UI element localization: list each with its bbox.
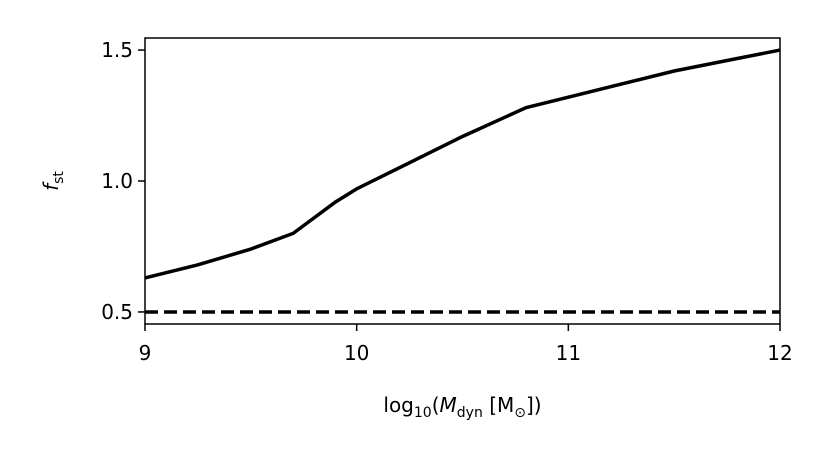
line-series <box>144 48 781 280</box>
y-tick-label: 0.5 <box>101 300 133 324</box>
y-axis-label: fst <box>39 171 67 191</box>
plot-frame <box>144 37 781 325</box>
x-axis-label: log10(Mdyn [M⊙]) <box>383 393 541 421</box>
x-axis-label-part: [M <box>483 393 514 417</box>
x-tick-label: 9 <box>139 341 152 365</box>
y-axis-label-part: st <box>51 171 67 184</box>
x-axis-label-part: M <box>440 393 457 417</box>
x-tick-label: 10 <box>344 341 369 365</box>
y-axis-label-part: f <box>39 181 63 191</box>
y-tick-label: 1.5 <box>101 38 133 62</box>
x-axis-label-part: ( <box>432 393 440 417</box>
x-axis-label-part: log <box>383 393 414 417</box>
x-axis-label-part: dyn <box>457 405 483 421</box>
x-axis-label-part: ]) <box>526 393 542 417</box>
x-axis-label-part: 10 <box>414 405 432 421</box>
x-axis-label-part: ⊙ <box>514 405 526 421</box>
y-tick-label: 1.0 <box>101 169 133 193</box>
x-tick-label: 12 <box>767 341 792 365</box>
x-tick-label: 11 <box>556 341 581 365</box>
